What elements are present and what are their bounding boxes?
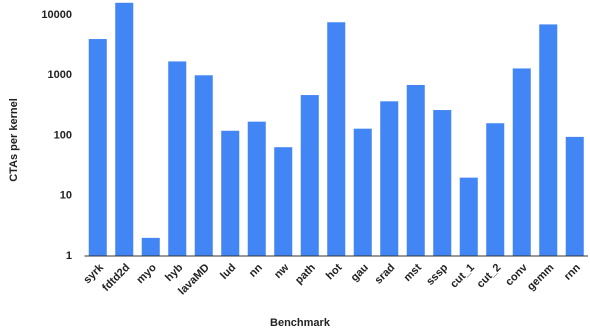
x-tick-label: cut_2 — [475, 262, 504, 291]
bar — [115, 2, 134, 256]
bar — [168, 61, 187, 256]
y-tick-label: 10 — [60, 190, 72, 202]
x-tick-label: rnn — [562, 262, 583, 283]
bar — [327, 22, 346, 256]
y-axis-title: CTAs per kernel — [8, 98, 20, 182]
bar — [141, 237, 160, 256]
x-tick-label: path — [293, 262, 318, 287]
x-tick-label: mst — [402, 261, 425, 284]
bar — [194, 75, 213, 256]
x-tick-label: hot — [324, 261, 345, 282]
x-axis-title: Benchmark — [270, 317, 331, 329]
y-tick-label: 100 — [54, 129, 72, 141]
x-tick-label: lud — [218, 262, 238, 282]
y-tick-label: 1000 — [48, 69, 72, 81]
bar — [300, 95, 319, 256]
x-tick-label: gemm — [525, 262, 557, 294]
bar — [406, 85, 425, 256]
x-tick-label: srad — [373, 262, 398, 287]
bar — [274, 147, 293, 256]
bar — [247, 121, 266, 256]
bar — [459, 177, 478, 256]
bar — [221, 130, 240, 256]
x-tick-label: myo — [134, 261, 159, 286]
y-tick-label: 1 — [66, 250, 72, 262]
x-tick-label: fdtd2d — [100, 262, 132, 294]
y-tick-label: 10000 — [41, 9, 72, 21]
x-tick-label: gau — [349, 262, 371, 284]
bar — [88, 39, 107, 256]
bar — [565, 136, 584, 256]
bar — [433, 110, 452, 256]
x-tick-label: nw — [272, 261, 292, 281]
x-tick-label: sssp — [424, 261, 450, 287]
x-tick-label: hyb — [163, 261, 186, 284]
bar — [539, 24, 558, 257]
bar — [512, 68, 531, 256]
bar — [380, 101, 399, 256]
bar — [353, 128, 372, 256]
x-tick-label: nn — [247, 262, 265, 280]
x-tick-label: cut_1 — [448, 262, 477, 291]
bar — [486, 123, 505, 256]
